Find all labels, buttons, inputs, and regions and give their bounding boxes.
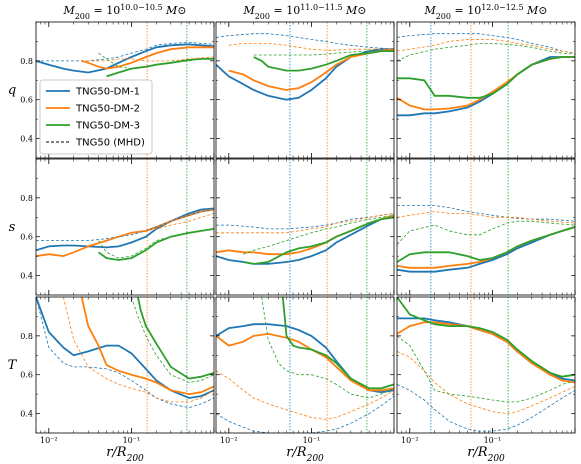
y-tick-label: 0.4: [20, 410, 33, 419]
legend-label: TNG50-DM-3: [75, 121, 140, 132]
column-title: M200 = 1012.0−12.5 M⊙: [423, 3, 547, 21]
y-tick-label: 0.4: [20, 272, 33, 281]
series-line: [397, 321, 575, 384]
panel-r0-c0: 0.4 0.6 0.8: [20, 21, 215, 159]
x-tick-label: 10⁻²: [220, 436, 238, 445]
y-tick-label: 0.6: [20, 96, 33, 105]
series-line: [36, 207, 214, 252]
panel-r1-c0: 0.4 0.6 0.8: [20, 158, 215, 296]
legend-label: TNG50-DM-2: [75, 104, 140, 115]
y-tick-label: 0.4: [20, 135, 33, 144]
series-line: [98, 228, 214, 259]
legend: TNG50-DM-1 TNG50-DM-2 TNG50-DM-3 TNG50 (MHD…: [39, 79, 153, 155]
series-line: [216, 332, 394, 392]
series-line: [98, 52, 214, 70]
y-tick-label: 0.8: [20, 332, 33, 341]
series-line: [397, 56, 575, 99]
panel-r2-c1: 10⁻² 10⁻¹: [215, 296, 395, 445]
panel-r1-c2: [396, 158, 576, 296]
series-line: [243, 216, 394, 265]
panel-frame: [396, 158, 576, 296]
series-line: [216, 33, 394, 50]
series-line: [397, 384, 575, 432]
series-line: [253, 50, 394, 56]
panel-frame: [396, 21, 576, 159]
x-tick-label: 10⁻¹: [303, 436, 321, 445]
panel-frame: [215, 21, 395, 159]
y-tick-label: 0.6: [20, 371, 33, 380]
series-line: [397, 335, 575, 403]
x-tick-label: 10⁻²: [401, 436, 419, 445]
series-line: [63, 213, 214, 257]
series-line: [216, 213, 394, 234]
series-line: [216, 213, 394, 230]
series-line: [397, 205, 575, 222]
series-line: [261, 297, 394, 399]
series-line: [397, 211, 575, 224]
series-line: [216, 395, 394, 433]
panel-frame: [215, 296, 395, 434]
panel-frame: [35, 158, 215, 296]
series-line: [36, 297, 214, 409]
series-line: [62, 297, 214, 403]
series-line: [36, 43, 214, 74]
x-tick-label: 10⁻²: [40, 436, 58, 445]
column-title: M200 = 1011.0−11.5 M⊙: [242, 3, 366, 21]
series-line: [81, 56, 214, 62]
panel-r1-c1: [215, 158, 395, 296]
y-axis-label: q: [8, 83, 16, 98]
series-line: [243, 214, 394, 255]
series-line: [397, 56, 575, 117]
y-tick-label: 0.6: [20, 233, 33, 242]
series-line: [36, 41, 214, 62]
series-line: [281, 297, 394, 390]
x-axis-label: r/R200: [286, 445, 324, 464]
series-line: [216, 370, 394, 420]
series-line: [397, 226, 575, 273]
series-line: [228, 43, 394, 51]
series-line: [253, 50, 394, 72]
series-line: [397, 220, 575, 245]
series-line: [36, 297, 214, 399]
series-line: [397, 297, 575, 378]
y-tick-label: 0.8: [20, 57, 33, 66]
legend-box: [39, 79, 153, 155]
series-line: [216, 48, 394, 101]
panel-r0-c1: [215, 21, 395, 159]
panel-frame: [396, 296, 576, 434]
legend-label: TNG50-DM-1: [75, 87, 140, 98]
panel-frame: [35, 296, 215, 434]
x-axis-label: r/R200: [467, 445, 505, 464]
y-axis-label: T: [8, 358, 18, 373]
column-title: M200 = 1010.0−10.5 M⊙: [62, 3, 186, 21]
panel-frame: [215, 158, 395, 296]
panel-frame: [35, 21, 215, 159]
series-line: [397, 43, 575, 62]
x-tick-label: 10⁻¹: [123, 436, 141, 445]
series-line: [397, 351, 575, 415]
series-line: [397, 56, 575, 111]
panel-r2-c2: 10⁻² 10⁻¹: [396, 296, 576, 445]
panel-r2-c0: 0.4 0.6 0.8 10⁻² 10⁻¹: [20, 296, 215, 445]
series-line: [397, 226, 575, 263]
y-tick-label: 0.8: [20, 194, 33, 203]
series-line: [36, 209, 214, 241]
x-tick-label: 10⁻¹: [484, 436, 502, 445]
series-line: [131, 297, 214, 383]
legend-label: TNG50 (MHD): [75, 138, 145, 149]
series-line: [80, 297, 214, 396]
series-line: [397, 33, 575, 54]
x-axis-label: r/R200: [106, 445, 144, 464]
series-line: [137, 297, 214, 380]
series-line: [397, 39, 575, 54]
y-axis-label: s: [9, 220, 16, 235]
panel-r0-c2: [396, 21, 576, 159]
series-line: [97, 228, 214, 261]
